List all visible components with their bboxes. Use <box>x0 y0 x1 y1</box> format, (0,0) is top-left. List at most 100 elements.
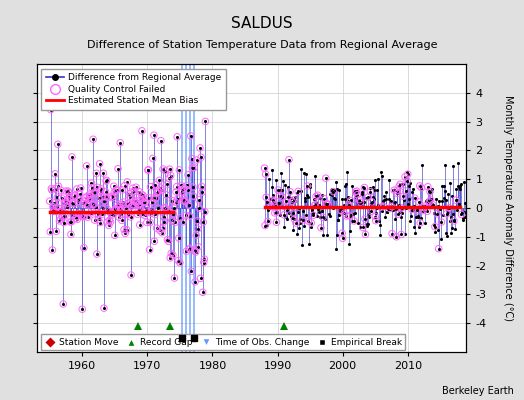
Point <box>320 196 329 202</box>
Point <box>400 197 408 204</box>
Point <box>430 210 439 216</box>
Point <box>95 160 104 167</box>
Point <box>449 211 457 218</box>
Point <box>94 210 102 217</box>
Point <box>431 224 439 230</box>
Point <box>367 208 375 214</box>
Point <box>457 211 466 218</box>
Point <box>132 184 140 190</box>
Point <box>322 175 330 181</box>
Point <box>370 176 379 183</box>
Point <box>137 196 145 203</box>
Point <box>133 200 141 206</box>
Point <box>318 208 326 214</box>
Point <box>92 170 101 176</box>
Point <box>167 250 176 256</box>
Point <box>329 188 337 195</box>
Point <box>121 182 129 189</box>
Point <box>381 214 389 220</box>
Point <box>191 279 199 285</box>
Point <box>271 210 279 216</box>
Point <box>103 177 111 184</box>
Point <box>77 212 85 218</box>
Point <box>417 214 425 221</box>
Point <box>107 193 116 200</box>
Point <box>401 174 409 180</box>
Point <box>186 246 194 252</box>
Point <box>104 194 113 201</box>
Point <box>51 171 59 177</box>
Point <box>82 201 90 207</box>
Point <box>134 211 142 218</box>
Point <box>63 200 71 207</box>
Point <box>200 259 208 266</box>
Point <box>336 208 344 214</box>
Point <box>348 218 356 224</box>
Point <box>149 155 157 162</box>
Point <box>88 180 96 186</box>
Point <box>74 198 82 205</box>
Point <box>401 188 410 194</box>
Point <box>54 183 62 189</box>
Point <box>444 209 452 215</box>
Point <box>154 188 162 194</box>
Point <box>60 200 69 206</box>
Point <box>95 195 103 202</box>
Point <box>325 200 333 207</box>
Point <box>77 212 85 218</box>
Point <box>281 181 289 188</box>
Point <box>283 184 292 190</box>
Point <box>59 214 67 220</box>
Point <box>282 214 290 221</box>
Point <box>333 232 342 238</box>
Point <box>418 162 426 168</box>
Point <box>90 190 98 197</box>
Point <box>180 185 189 192</box>
Point <box>296 220 304 226</box>
Point <box>108 195 117 201</box>
Point <box>169 252 177 258</box>
Point <box>335 187 344 193</box>
Point <box>261 222 269 229</box>
Point <box>272 219 281 226</box>
Point <box>357 189 366 195</box>
Point <box>81 198 89 204</box>
Point <box>84 196 93 203</box>
Point <box>104 219 112 225</box>
Point <box>350 189 358 195</box>
Point <box>286 188 294 195</box>
Point <box>81 194 90 201</box>
Point <box>81 194 90 201</box>
Point <box>69 212 77 218</box>
Point <box>180 185 189 192</box>
Point <box>149 195 158 201</box>
Point <box>439 212 447 218</box>
Point <box>173 196 182 202</box>
Point <box>446 180 454 186</box>
Point <box>147 210 155 216</box>
Point <box>194 244 203 250</box>
Point <box>345 241 353 247</box>
Point <box>113 186 121 193</box>
Point <box>281 198 290 204</box>
Point <box>73 216 82 222</box>
Point <box>156 227 164 234</box>
Point <box>160 214 168 220</box>
Point <box>177 186 185 193</box>
Point <box>112 206 121 213</box>
Point <box>63 198 72 204</box>
Point <box>369 194 377 200</box>
Point <box>107 211 115 217</box>
Point <box>101 188 110 195</box>
Point <box>323 232 332 238</box>
Point <box>343 194 352 200</box>
Point <box>409 186 418 192</box>
Point <box>324 201 332 208</box>
Point <box>191 279 199 285</box>
Point <box>149 195 158 201</box>
Point <box>108 193 116 200</box>
Point <box>66 219 74 225</box>
Point <box>285 210 293 217</box>
Point <box>329 205 337 211</box>
Point <box>426 188 434 195</box>
